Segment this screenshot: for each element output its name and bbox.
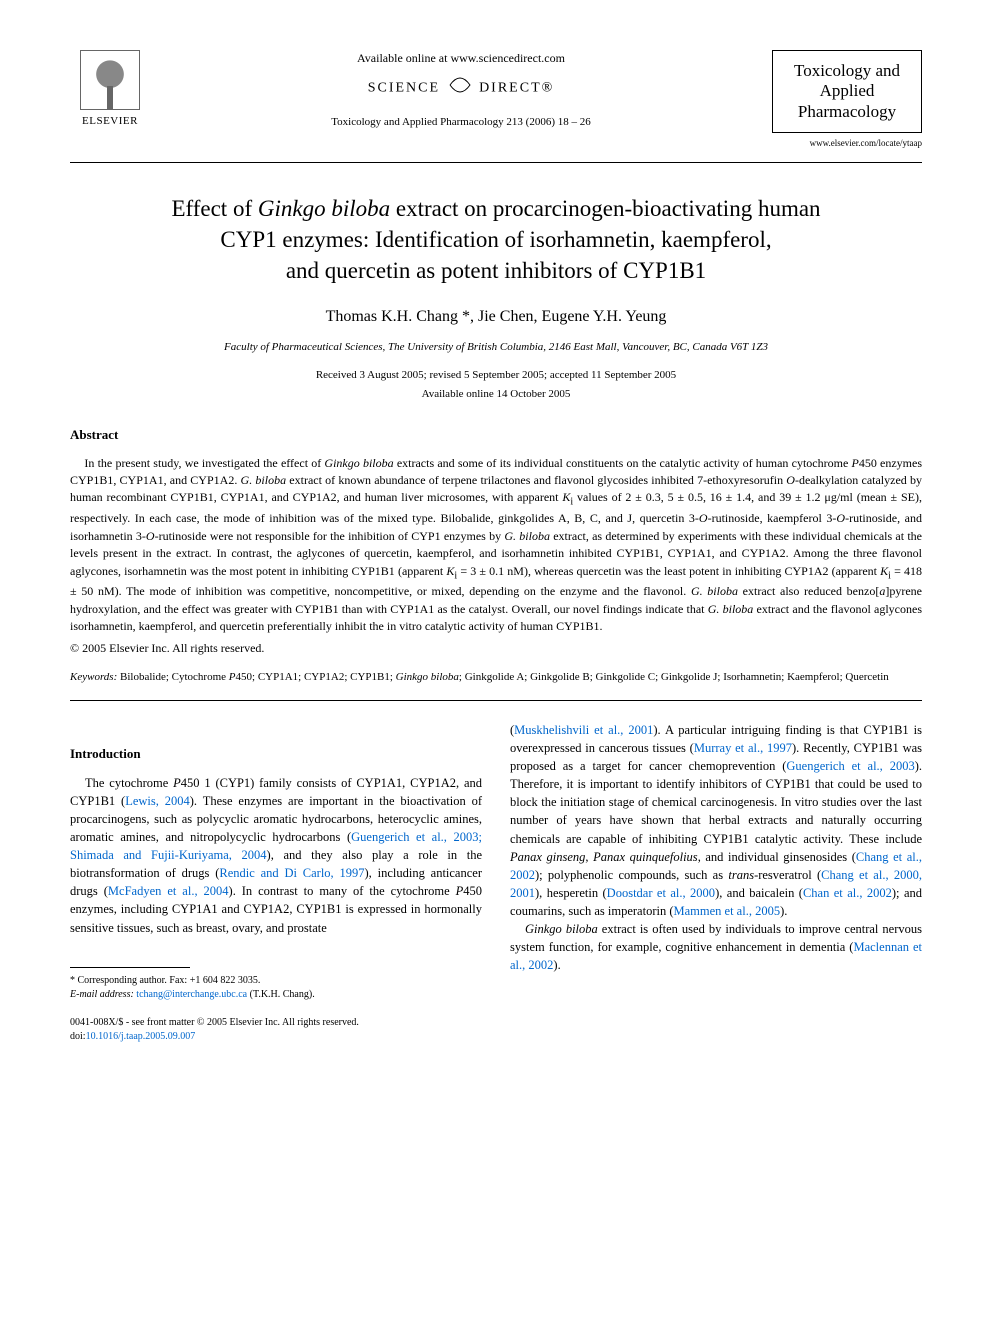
title-italic1: Ginkgo biloba (258, 196, 390, 221)
elsevier-logo: ELSEVIER (70, 50, 150, 129)
doi-block: 0041-008X/$ - see front matter © 2005 El… (70, 1016, 482, 1044)
email-line: E-mail address: tchang@interchange.ubc.c… (70, 988, 482, 1002)
left-column: Introduction The cytochrome P450 1 (CYP1… (70, 721, 482, 1044)
email-link[interactable]: tchang@interchange.ubc.ca (134, 989, 247, 1000)
front-matter: 0041-008X/$ - see front matter © 2005 El… (70, 1016, 482, 1030)
doi-link[interactable]: 10.1016/j.taap.2005.09.007 (86, 1031, 196, 1042)
ref-link[interactable]: Murray et al., 1997 (694, 741, 792, 755)
intro-p2: (Muskhelishvili et al., 2001). A particu… (510, 721, 922, 920)
journal-box: Toxicology and Applied Pharmacology (772, 50, 922, 133)
ref-link[interactable]: Mammen et al., 2005 (674, 904, 781, 918)
intro-heading: Introduction (70, 745, 482, 764)
ref-link[interactable]: Lewis, 2004 (125, 794, 190, 808)
sd-swirl-icon (446, 75, 474, 102)
affiliation: Faculty of Pharmaceutical Sciences, The … (70, 340, 922, 355)
elsevier-tree-icon (80, 50, 140, 110)
dates-received: Received 3 August 2005; revised 5 Septem… (70, 368, 922, 383)
journal-name: Toxicology and Applied Pharmacology (787, 61, 907, 122)
right-column: (Muskhelishvili et al., 2001). A particu… (510, 721, 922, 1044)
corresponding-author: * Corresponding author. Fax: +1 604 822 … (70, 974, 482, 988)
elsevier-label: ELSEVIER (70, 114, 150, 129)
ref-link[interactable]: Muskhelishvili et al., 2001 (514, 723, 653, 737)
available-online-text: Available online at www.sciencedirect.co… (170, 50, 752, 67)
ref-link[interactable]: Doostdar et al., 2000 (607, 886, 715, 900)
ref-link[interactable]: Guengerich et al., 2003 (786, 759, 914, 773)
science-direct-logo: SCIENCE DIRECT® (170, 75, 752, 102)
center-header: Available online at www.sciencedirect.co… (150, 50, 772, 131)
article-title: Effect of Ginkgo biloba extract on proca… (110, 193, 882, 286)
body-columns: Introduction The cytochrome P450 1 (CYP1… (70, 721, 922, 1044)
authors: Thomas K.H. Chang *, Jie Chen, Eugene Y.… (70, 306, 922, 328)
divider (70, 700, 922, 701)
ref-link[interactable]: Chan et al., 2002 (803, 886, 892, 900)
footnote-rule (70, 967, 190, 968)
title-line2: CYP1 enzymes: Identification of isorhamn… (220, 227, 771, 252)
intro-p1: The cytochrome P450 1 (CYP1) family cons… (70, 774, 482, 937)
title-part1b: extract on procarcinogen-bioactivating h… (390, 196, 820, 221)
ref-link[interactable]: McFadyen et al., 2004 (108, 884, 229, 898)
journal-url: www.elsevier.com/locate/ytaap (772, 137, 922, 150)
copyright: © 2005 Elsevier Inc. All rights reserved… (70, 640, 922, 657)
journal-box-wrapper: Toxicology and Applied Pharmacology www.… (772, 50, 922, 150)
ref-link[interactable]: Rendic and Di Carlo, 1997 (219, 866, 364, 880)
sd-word2: DIRECT® (479, 80, 554, 95)
sd-word1: SCIENCE (368, 80, 440, 95)
keywords-label: Keywords: (70, 671, 117, 683)
title-part1: Effect of (171, 196, 257, 221)
dates-online: Available online 14 October 2005 (70, 387, 922, 402)
abstract-heading: Abstract (70, 426, 922, 444)
abstract-body: In the present study, we investigated th… (70, 455, 922, 636)
citation-line: Toxicology and Applied Pharmacology 213 … (170, 115, 752, 130)
intro-p3: Ginkgo biloba extract is often used by i… (510, 920, 922, 974)
title-line3: and quercetin as potent inhibitors of CY… (286, 258, 706, 283)
keywords: Keywords: Bilobalide; Cytochrome P450; C… (70, 670, 922, 685)
doi-line: doi:10.1016/j.taap.2005.09.007 (70, 1030, 482, 1044)
page-header: ELSEVIER Available online at www.science… (70, 50, 922, 163)
